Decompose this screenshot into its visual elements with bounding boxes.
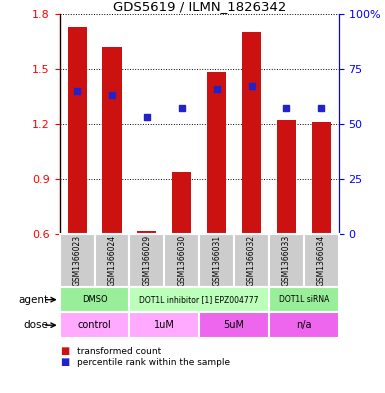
- Bar: [102, 47, 122, 234]
- Text: agent: agent: [18, 295, 48, 305]
- Text: GSM1366034: GSM1366034: [317, 235, 326, 286]
- Text: DMSO: DMSO: [82, 295, 107, 304]
- Bar: [277, 120, 296, 234]
- Point: [144, 114, 150, 120]
- Bar: [269, 287, 339, 312]
- Point: [74, 88, 80, 94]
- Point: [283, 105, 290, 112]
- Title: GDS5619 / ILMN_1826342: GDS5619 / ILMN_1826342: [112, 0, 286, 13]
- Bar: [234, 234, 269, 287]
- Text: ■: ■: [60, 358, 69, 367]
- Text: GSM1366030: GSM1366030: [177, 235, 186, 286]
- Text: GSM1366023: GSM1366023: [73, 235, 82, 286]
- Text: DOT1L siRNA: DOT1L siRNA: [279, 295, 329, 304]
- Text: GSM1366029: GSM1366029: [142, 235, 151, 286]
- Point: [214, 85, 220, 92]
- Text: 5uM: 5uM: [224, 320, 244, 330]
- Text: 1uM: 1uM: [154, 320, 175, 330]
- Bar: [172, 173, 191, 234]
- Text: ■: ■: [60, 346, 69, 356]
- Bar: [60, 287, 129, 312]
- Bar: [129, 287, 269, 312]
- Bar: [199, 234, 234, 287]
- Bar: [129, 234, 164, 287]
- Bar: [95, 234, 129, 287]
- Bar: [129, 312, 199, 338]
- Text: percentile rank within the sample: percentile rank within the sample: [77, 358, 230, 367]
- Text: dose: dose: [23, 320, 48, 330]
- Point: [248, 83, 254, 90]
- Text: DOT1L inhibitor [1] EPZ004777: DOT1L inhibitor [1] EPZ004777: [139, 295, 259, 304]
- Bar: [60, 312, 129, 338]
- Bar: [137, 231, 156, 234]
- Text: n/a: n/a: [296, 320, 312, 330]
- Bar: [164, 234, 199, 287]
- Bar: [269, 234, 304, 287]
- Bar: [242, 32, 261, 234]
- Bar: [312, 122, 331, 234]
- Text: transformed count: transformed count: [77, 347, 161, 356]
- Bar: [60, 234, 95, 287]
- Text: control: control: [78, 320, 111, 330]
- Point: [318, 105, 325, 112]
- Bar: [269, 312, 339, 338]
- Text: GSM1366033: GSM1366033: [282, 235, 291, 286]
- Bar: [199, 312, 269, 338]
- Point: [109, 92, 115, 98]
- Text: GSM1366032: GSM1366032: [247, 235, 256, 286]
- Text: GSM1366024: GSM1366024: [107, 235, 117, 286]
- Bar: [304, 234, 339, 287]
- Text: GSM1366031: GSM1366031: [212, 235, 221, 286]
- Bar: [207, 72, 226, 234]
- Point: [179, 105, 185, 112]
- Bar: [67, 27, 87, 234]
